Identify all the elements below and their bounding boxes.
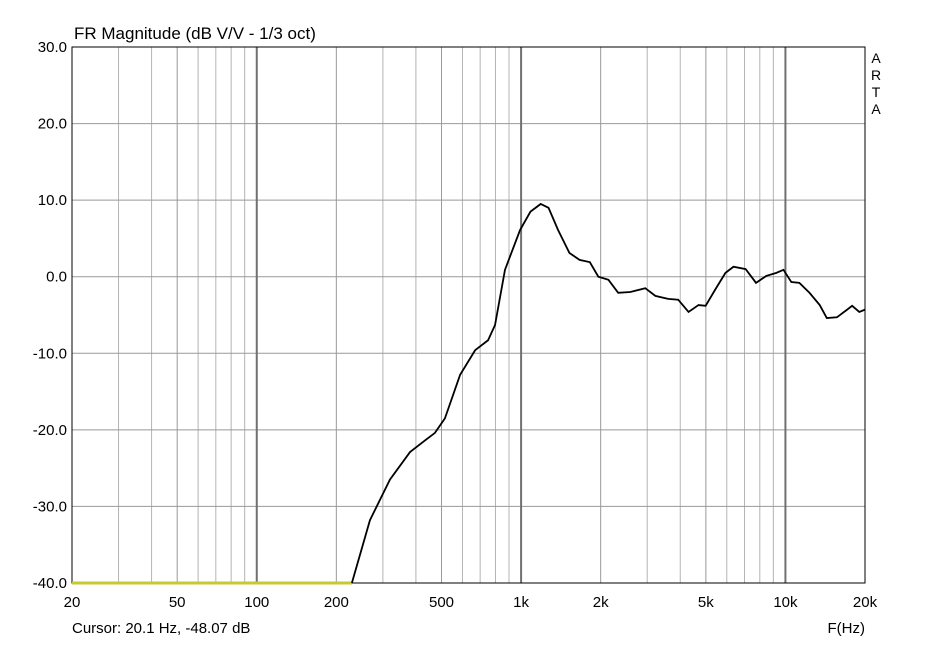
data-line [351, 202, 866, 584]
chart-title: FR Magnitude (dB V/V - 1/3 oct) [74, 24, 316, 43]
cursor-readout: Cursor: 20.1 Hz, -48.07 dB [72, 620, 250, 637]
x-axis-label: F(Hz) [828, 620, 866, 637]
x-tick-label: 50 [169, 594, 186, 611]
y-tick-label: -10.0 [33, 345, 67, 362]
x-tick-label: 100 [244, 594, 269, 611]
x-tick-label: 20k [853, 594, 878, 611]
y-tick-label: 0.0 [46, 269, 67, 286]
x-tick-label: 2k [593, 594, 609, 611]
y-tick-label: -30.0 [33, 498, 67, 515]
y-tick-label: 20.0 [38, 116, 67, 133]
x-tick-label: 200 [324, 594, 349, 611]
x-tick-label: 1k [513, 594, 529, 611]
y-tick-label: -20.0 [33, 422, 67, 439]
watermark: ARTA [868, 50, 884, 118]
x-tick-label: 10k [773, 594, 798, 611]
y-tick-label: 10.0 [38, 192, 67, 209]
x-tick-label: 5k [698, 594, 714, 611]
plot-border [71, 46, 866, 584]
y-tick-label: 30.0 [38, 39, 67, 56]
x-tick-label: 20 [64, 594, 81, 611]
x-tick-label: 500 [429, 594, 454, 611]
y-tick-label: -40.0 [33, 575, 67, 592]
